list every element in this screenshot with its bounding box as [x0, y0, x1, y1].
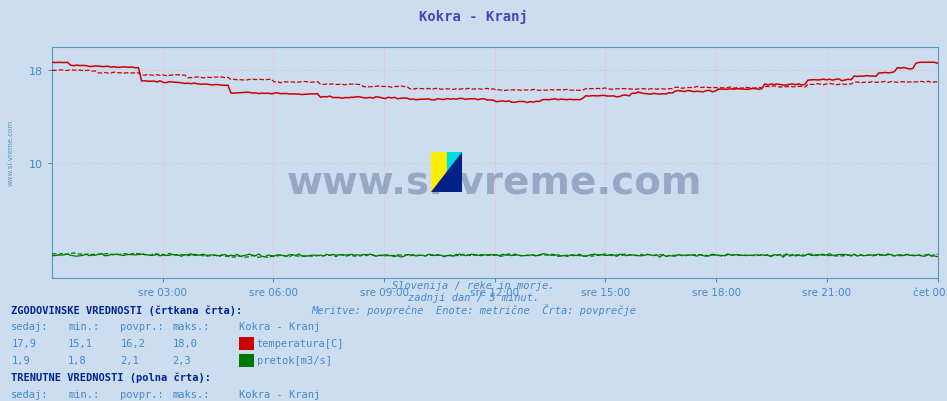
Text: min.:: min.: [68, 389, 99, 399]
Text: TRENUTNE VREDNOSTI (polna črta):: TRENUTNE VREDNOSTI (polna črta): [11, 372, 211, 382]
Text: 1,9: 1,9 [11, 355, 30, 365]
Text: 2,1: 2,1 [120, 355, 139, 365]
Text: min.:: min.: [68, 322, 99, 332]
Text: sedaj:: sedaj: [11, 322, 49, 332]
Text: Kokra - Kranj: Kokra - Kranj [239, 322, 320, 332]
Text: Kokra - Kranj: Kokra - Kranj [420, 10, 527, 24]
Text: www.si-vreme.com: www.si-vreme.com [287, 163, 703, 201]
Text: Slovenija / reke in morje.: Slovenija / reke in morje. [392, 281, 555, 291]
Text: maks.:: maks.: [172, 389, 210, 399]
Text: pretok[m3/s]: pretok[m3/s] [257, 355, 331, 365]
Bar [447, 152, 462, 192]
Text: sedaj:: sedaj: [11, 389, 49, 399]
Text: zadnji dan / 5 minut.: zadnji dan / 5 minut. [408, 292, 539, 302]
Text: 18,0: 18,0 [172, 338, 197, 348]
Bar [431, 152, 447, 192]
Text: temperatura[C]: temperatura[C] [257, 338, 344, 348]
Text: 2,3: 2,3 [172, 355, 191, 365]
Text: 17,9: 17,9 [11, 338, 36, 348]
Text: ZGODOVINSKE VREDNOSTI (črtkana črta):: ZGODOVINSKE VREDNOSTI (črtkana črta): [11, 304, 242, 315]
Text: 1,8: 1,8 [68, 355, 87, 365]
Text: 16,2: 16,2 [120, 338, 145, 348]
Text: www.si-vreme.com: www.si-vreme.com [8, 119, 13, 185]
Text: 15,1: 15,1 [68, 338, 93, 348]
Text: Meritve: povprečne  Enote: metrične  Črta: povprečje: Meritve: povprečne Enote: metrične Črta:… [311, 303, 636, 315]
Text: povpr.:: povpr.: [120, 322, 164, 332]
Text: maks.:: maks.: [172, 322, 210, 332]
Text: Kokra - Kranj: Kokra - Kranj [239, 389, 320, 399]
Text: povpr.:: povpr.: [120, 389, 164, 399]
Polygon shape [431, 152, 462, 192]
